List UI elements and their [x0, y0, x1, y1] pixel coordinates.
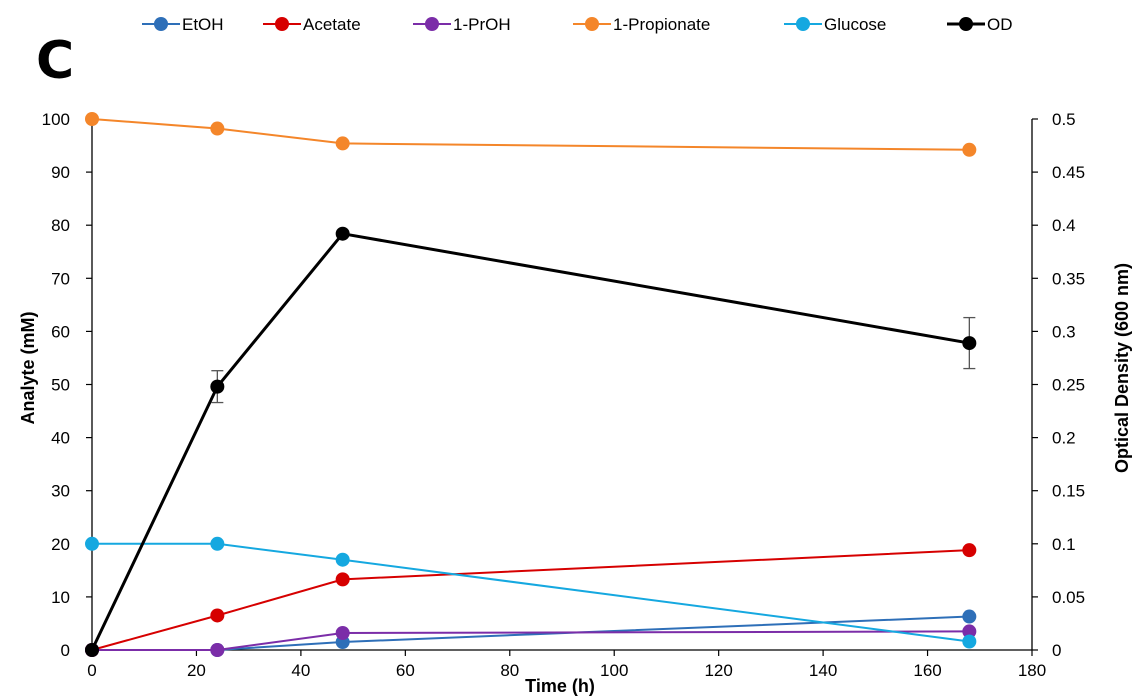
legend-swatch-marker: [796, 17, 810, 31]
y-axis-title: Analyte (mM): [18, 311, 38, 424]
y2-tick-label: 0.25: [1052, 376, 1085, 395]
x-tick-label: 80: [500, 661, 519, 680]
y2-tick-label: 0.4: [1052, 216, 1076, 235]
series-line: [90, 232, 970, 651]
y2-tick-label: 0.15: [1052, 482, 1085, 501]
legend-swatch-marker: [275, 17, 289, 31]
y2-tick-label: 0: [1052, 641, 1061, 660]
y-tick-label: 80: [51, 216, 70, 235]
data-point: [962, 624, 977, 639]
series-layer: [85, 112, 977, 657]
data-point: [210, 643, 225, 657]
y-tick-label: 0: [61, 641, 70, 660]
series-acetate: [85, 543, 977, 657]
legend-item: EtOH: [142, 15, 224, 34]
legend-item: Glucose: [784, 15, 886, 34]
series-od: [85, 226, 977, 657]
series-line: [92, 630, 970, 651]
data-point: [962, 634, 977, 649]
data-point: [335, 572, 350, 587]
y2-tick-label: 0.5: [1052, 110, 1076, 129]
data-point: [962, 543, 977, 558]
x-tick-label: 0: [87, 661, 96, 680]
y2-tick-label: 0.05: [1052, 588, 1085, 607]
y-tick-label: 50: [51, 376, 70, 395]
x-tick-label: 120: [704, 661, 732, 680]
series-1-propionate: [85, 112, 977, 157]
legend-label: 1-Propionate: [613, 15, 710, 34]
legend-item: 1-PrOH: [413, 15, 511, 34]
legend-label: 1-PrOH: [453, 15, 511, 34]
y2-axis-title: Optical Density (600 nm): [1112, 263, 1132, 473]
x-tick-label: 100: [600, 661, 628, 680]
data-point: [335, 552, 350, 567]
legend-label: EtOH: [182, 15, 224, 34]
y2-tick-label: 0.3: [1052, 322, 1076, 341]
legend-swatch-marker: [585, 17, 599, 31]
y-tick-label: 90: [51, 163, 70, 182]
x-tick-label: 40: [291, 661, 310, 680]
axes: 0 20 40 60 80 100 120 140 160 180 0 10 20 30 40 50 60 70 8…: [42, 110, 1085, 680]
data-point: [962, 142, 977, 157]
data-point: [335, 226, 350, 241]
y2-tick-label: 0.1: [1052, 535, 1076, 554]
y-tick-label: 60: [51, 322, 70, 341]
y-tick-label: 100: [42, 110, 70, 129]
y2-tick-label: 0.35: [1052, 269, 1085, 288]
data-point: [335, 136, 350, 151]
data-point: [85, 536, 99, 551]
legend: EtOH Acetate 1-PrOH 1-Propionate Glucose OD: [142, 15, 1013, 34]
legend-label: OD: [987, 15, 1013, 34]
x-tick-label: 160: [913, 661, 941, 680]
x-tick-label: 140: [809, 661, 837, 680]
x-tick-label: 20: [187, 661, 206, 680]
data-point: [85, 112, 99, 126]
data-point: [210, 379, 225, 394]
data-point: [210, 536, 225, 551]
series-1-proh: [85, 624, 977, 657]
y2-tick-label: 0.45: [1052, 163, 1085, 182]
legend-label: Acetate: [303, 15, 361, 34]
x-tick-label: 60: [396, 661, 415, 680]
y-tick-label: 40: [51, 429, 70, 448]
data-point: [335, 626, 350, 641]
data-point: [210, 121, 225, 136]
data-point: [962, 609, 977, 624]
series-glucose: [85, 536, 977, 649]
legend-swatch-marker: [154, 17, 168, 31]
legend-swatch-marker: [425, 17, 439, 31]
y-tick-label: 20: [51, 535, 70, 554]
legend-swatch-marker: [959, 17, 973, 31]
series-line: [91, 118, 970, 151]
y2-tick-label: 0.2: [1052, 429, 1076, 448]
data-point: [85, 643, 99, 657]
x-tick-label: 180: [1018, 661, 1046, 680]
legend-item: Acetate: [263, 15, 361, 34]
series-line: [91, 549, 970, 651]
legend-label: Glucose: [824, 15, 886, 34]
y-tick-label: 30: [51, 482, 70, 501]
data-point: [210, 608, 225, 623]
x-axis-title: Time (h): [525, 676, 595, 696]
legend-item: OD: [947, 15, 1013, 34]
y-tick-label: 10: [51, 588, 70, 607]
data-point: [962, 336, 977, 351]
y-tick-label: 70: [51, 269, 70, 288]
panel-label: C: [36, 31, 74, 91]
series-line: [92, 542, 970, 643]
legend-item: 1-Propionate: [573, 15, 710, 34]
